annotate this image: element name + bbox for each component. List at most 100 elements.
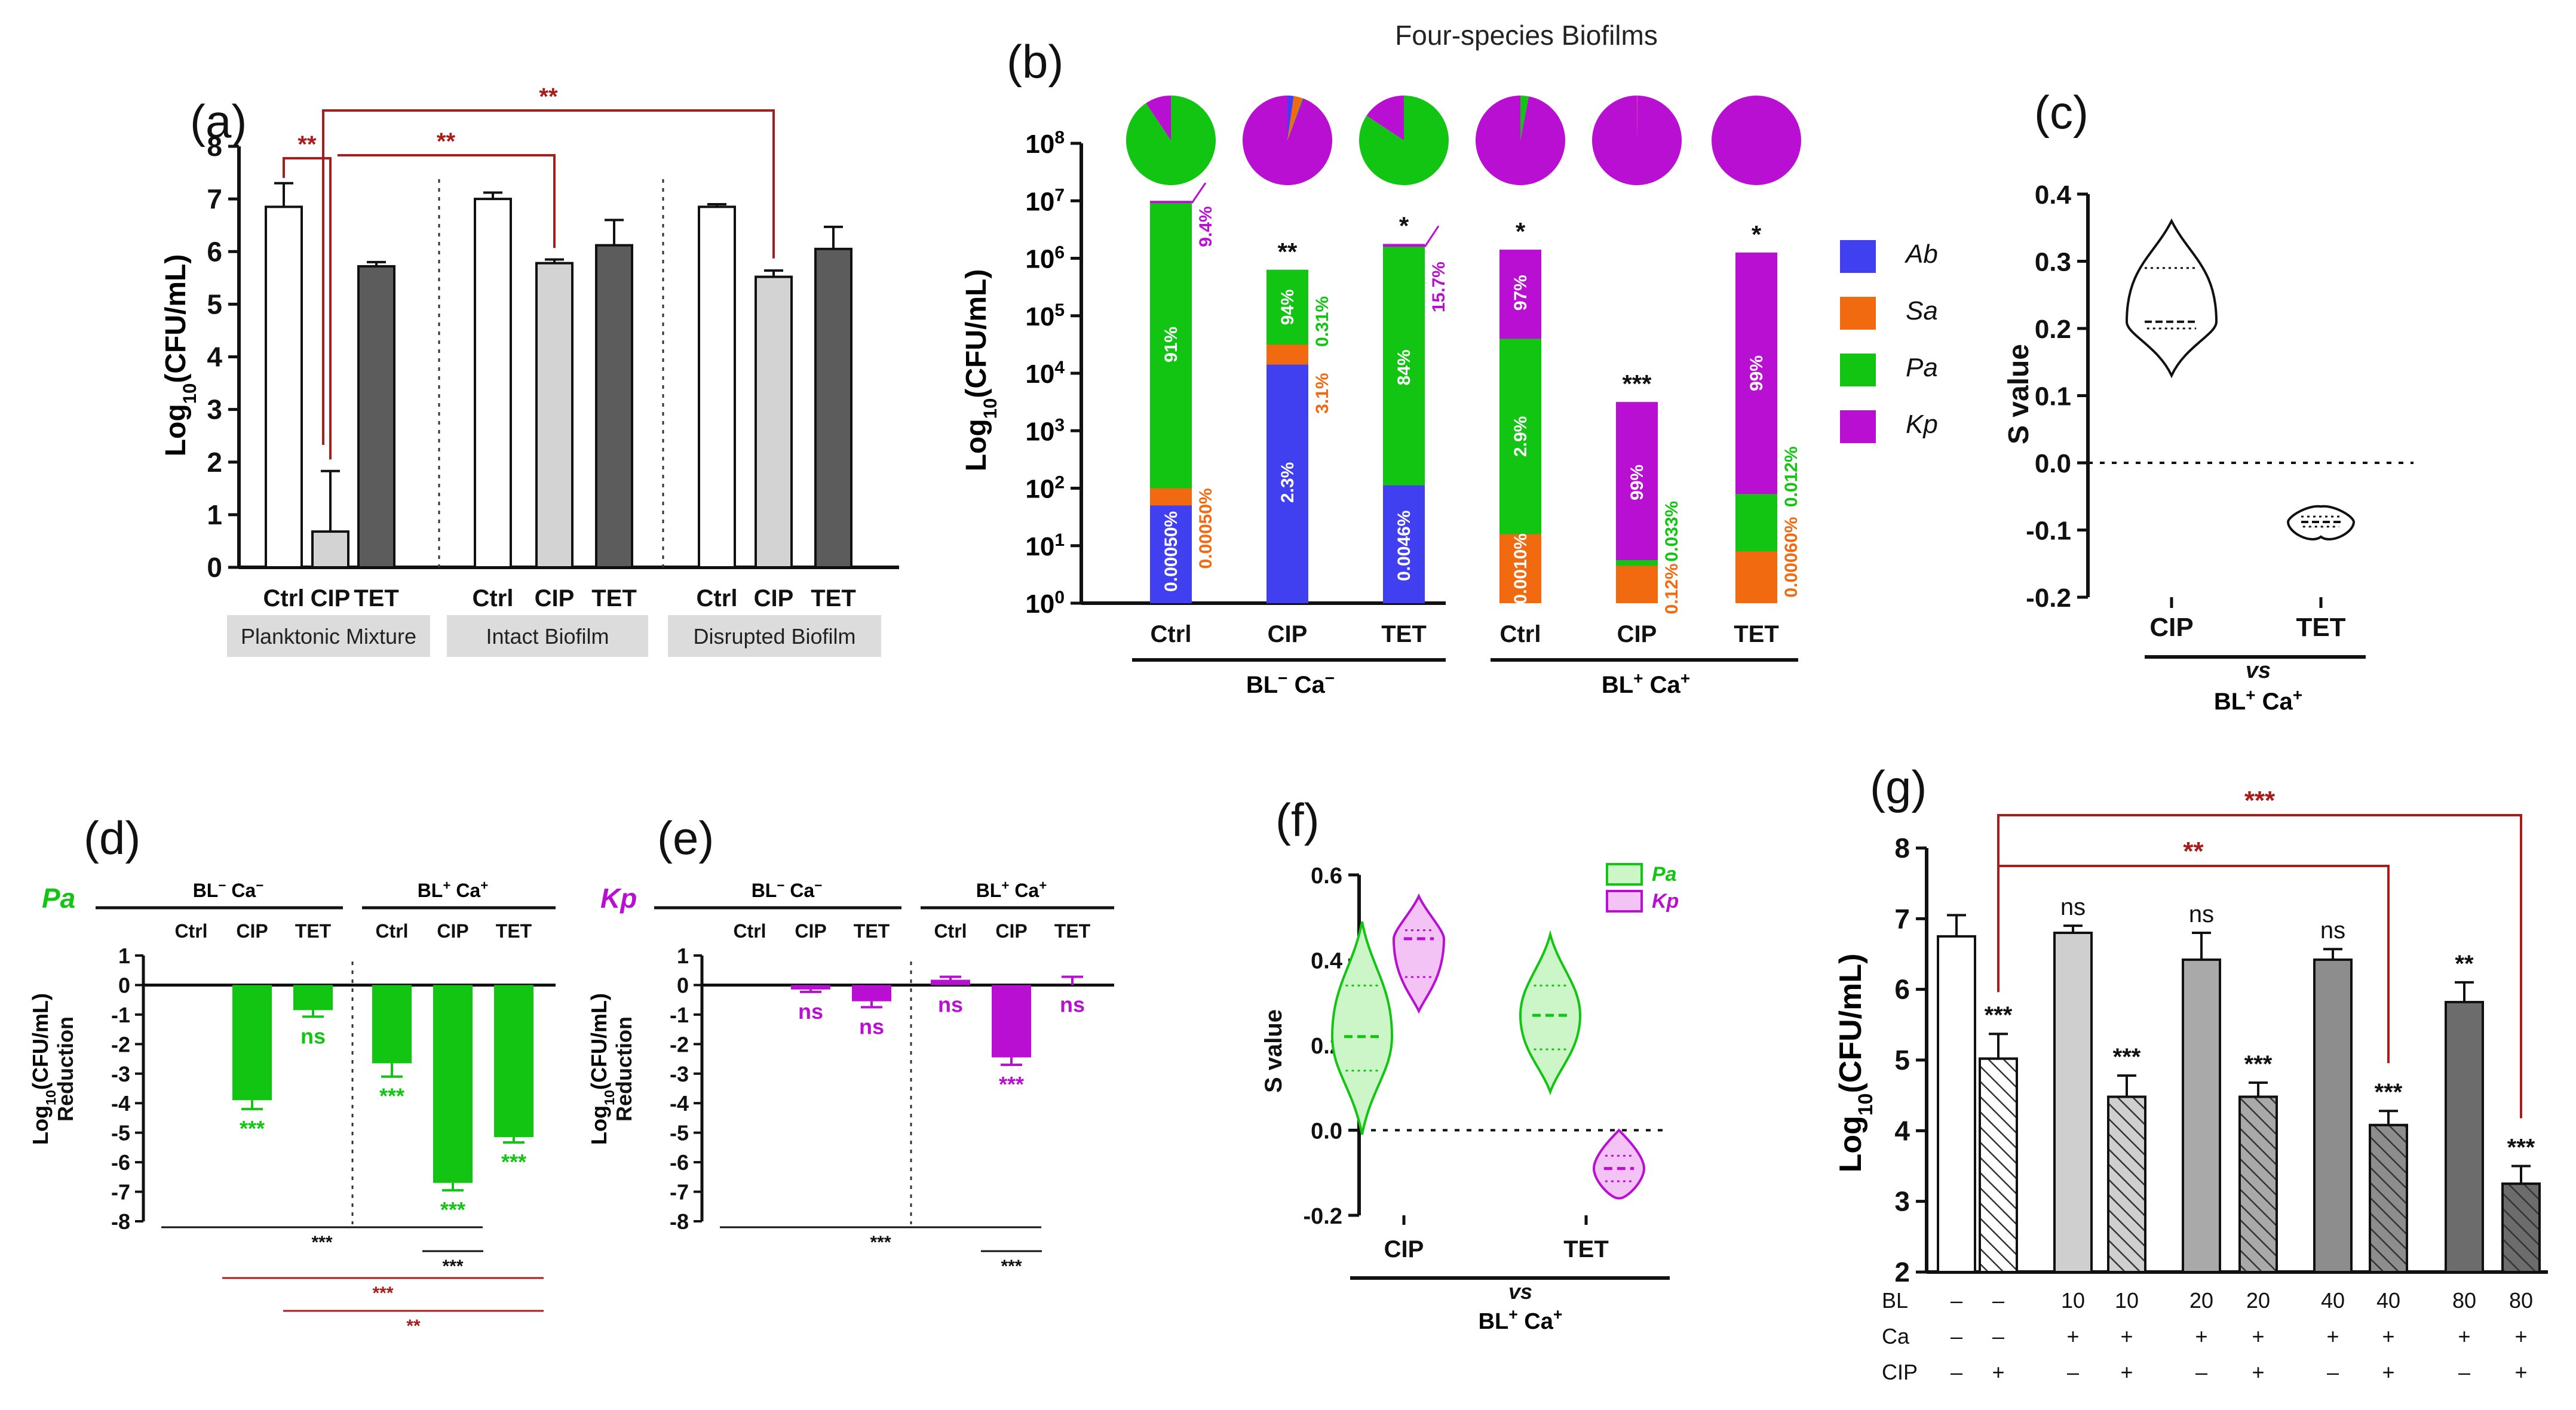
star-label: *** (2113, 1044, 2141, 1070)
violin-pa (1330, 921, 1394, 1135)
bar-hatch-3 (2107, 1095, 2146, 1273)
star-label: ns (2060, 894, 2086, 920)
x-tick-label: CIP (1384, 1236, 1424, 1262)
group-label-vs: vs (1508, 1279, 1532, 1304)
bar-hatch-5 (2238, 1095, 2278, 1273)
x-tick-label: CIP (535, 585, 575, 612)
group-label: BL+ Ca+ (418, 878, 489, 902)
row-value: + (2458, 1324, 2470, 1348)
y-tick-label: 4 (1894, 1115, 1910, 1146)
row-value: + (2252, 1324, 2264, 1348)
side-label: 3.1% (1312, 373, 1332, 413)
y-tick-label: 6 (1894, 974, 1910, 1005)
row-value: 80 (2509, 1288, 2533, 1313)
y-tick-label: 0.0 (1311, 1119, 1342, 1144)
y-tick-label: -8 (670, 1209, 689, 1234)
row-value: + (2252, 1360, 2264, 1384)
bar-3 (931, 979, 970, 985)
violin-cip (2125, 218, 2218, 379)
sig-bracket-0-label: ** (2183, 837, 2204, 866)
row-value: + (2382, 1324, 2394, 1348)
y-tick-label: 103 (1025, 415, 1065, 447)
star-label: *** (999, 1072, 1024, 1096)
star-label: ns (1060, 992, 1085, 1016)
x-tick-label: TET (1734, 621, 1779, 647)
pie-slice-kp (1243, 96, 1332, 186)
star-label: ns (2320, 917, 2345, 944)
legend-label: Sa (1906, 296, 1938, 325)
side-label: 0.00050% (1196, 488, 1216, 569)
pie-slice-kp (1366, 96, 1404, 140)
star-label: * (1752, 220, 1762, 248)
bar-2 (293, 985, 333, 1010)
y-tick-label: 8 (207, 131, 222, 162)
star-label: ns (798, 999, 823, 1024)
bar-0 (265, 205, 303, 569)
row-value: – (2195, 1360, 2207, 1384)
bar-5 (595, 244, 633, 569)
y-tick-label: 3 (207, 394, 222, 425)
group-box (668, 615, 881, 657)
panel-d-label: (d) (84, 812, 140, 864)
bar-2 (357, 265, 395, 569)
legend-swatch-pa (1840, 354, 1876, 386)
violin-tet (2286, 505, 2356, 540)
group-label: BL+ Ca+ (976, 878, 1047, 902)
bar-3 (474, 198, 512, 569)
bar-5 (494, 985, 533, 1138)
panel-g-label: (g) (1870, 761, 1927, 813)
y-tick-label: 7 (1894, 903, 1910, 934)
y-tick-label: 0 (118, 973, 130, 997)
bar-hatch-1 (1979, 1057, 2018, 1273)
x-tick-label: Ctrl (697, 585, 738, 612)
y-tick-label: -8 (111, 1209, 130, 1234)
bar-hatch-9 (2501, 1182, 2541, 1274)
x-tick-label: CIP (1617, 621, 1657, 647)
row-value: – (2327, 1360, 2339, 1384)
legend-label: Ab (1904, 239, 1938, 269)
y-tick-label: 0.1 (2035, 382, 2071, 411)
row-label: Ca (1882, 1324, 1910, 1348)
group-label: BL+ Ca+ (1602, 669, 1690, 699)
bar-4 (535, 262, 574, 569)
panel-f-label: (f) (1275, 794, 1320, 846)
y-tick-label: 0.2 (2035, 315, 2071, 344)
side-label: 0.033% (1662, 501, 1682, 562)
group-label-vs: vs (2246, 658, 2271, 683)
pie-slice-pa (1126, 96, 1216, 185)
x-tick-label: Ctrl (1500, 621, 1541, 647)
y-tick-label: 7 (207, 183, 222, 214)
row-value: + (2195, 1324, 2207, 1348)
star-label: * (1516, 217, 1526, 245)
panel-c-label: (c) (2034, 86, 2089, 139)
y-tick-label: 0.0 (2035, 449, 2071, 478)
y-axis-title: Log10(CFU/mL) (28, 993, 59, 1145)
legend-label: Pa (1652, 863, 1677, 886)
star-label: * (1399, 211, 1409, 239)
sig-bracket-1 (1997, 814, 2522, 1119)
y-axis-title: Log10(CFU/mL) (1833, 954, 1877, 1173)
pie-slice-pa (1520, 96, 1529, 140)
row-value: – (1951, 1324, 1962, 1348)
y-tick-label: -3 (670, 1062, 689, 1086)
panel-b-label: (b) (1007, 35, 1063, 88)
y-tick-label: 106 (1025, 242, 1065, 274)
pie-slice-kp (1475, 96, 1565, 186)
y-tick-label: 1 (118, 944, 130, 968)
y-axis-title: Log10(CFU/mL) (587, 993, 617, 1145)
y-tick-label: -0.1 (2026, 517, 2071, 546)
bracket-label: *** (870, 1233, 891, 1252)
y-tick-label: -4 (111, 1091, 130, 1116)
y-axis-title-2: Reduction (53, 1016, 78, 1122)
row-value: + (2120, 1360, 2133, 1384)
species-label: Pa (42, 883, 75, 914)
x-tick-label: Ctrl (733, 920, 766, 942)
bar-1 (791, 985, 830, 990)
row-value: + (2066, 1324, 2079, 1348)
pie-slice-sa (1287, 96, 1302, 140)
bar-2 (2053, 932, 2093, 1273)
y-tick-label: -7 (670, 1180, 689, 1205)
star-label: ** (1278, 238, 1298, 266)
x-tick-label: Ctrl (1151, 621, 1192, 647)
